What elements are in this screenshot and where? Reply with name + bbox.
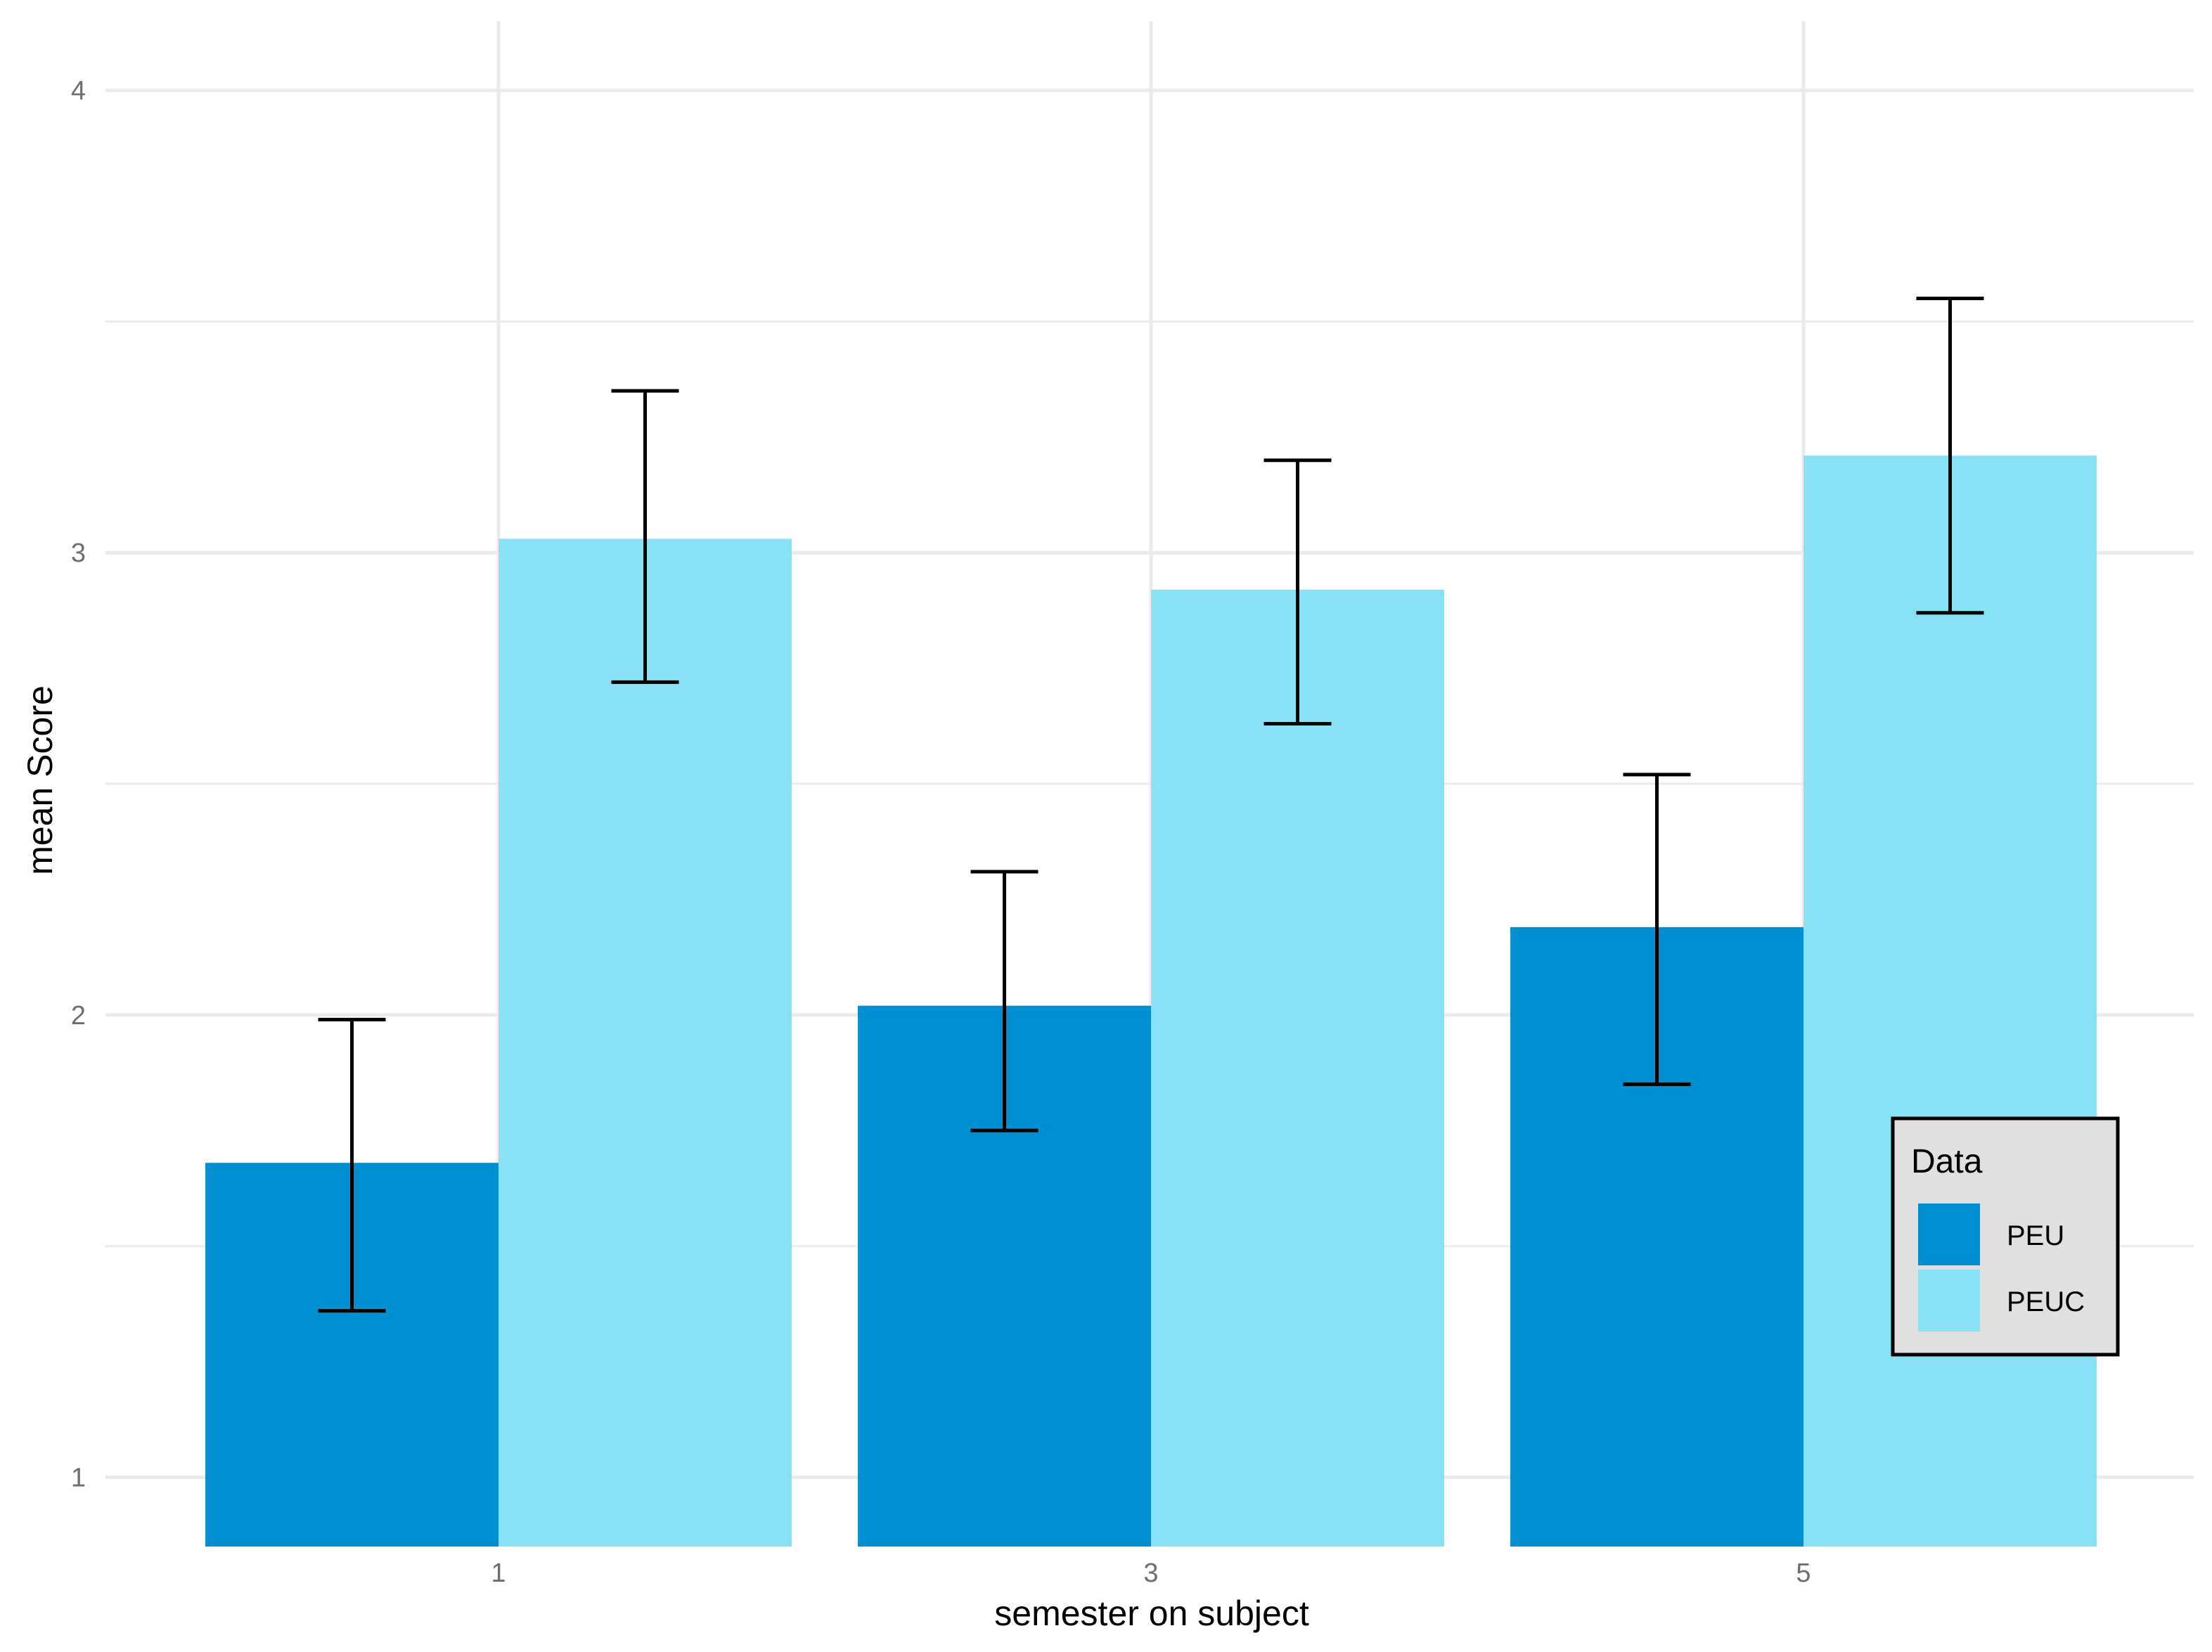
legend-label-peu: PEU [2007,1220,2064,1251]
axis-ticks: 1 2 3 4 1 3 5 [71,77,1811,1588]
bar-peuc [1151,589,1444,1547]
x-axis-title: semester on subject [994,1594,1309,1633]
y-tick-label: 1 [71,1463,86,1492]
legend-label-peuc: PEUC [2007,1286,2085,1317]
y-tick-label: 4 [71,77,86,106]
x-tick-label: 5 [1796,1559,1811,1588]
y-tick-label: 2 [71,1001,86,1031]
bars [205,456,2097,1547]
legend: Data PEU PEUC [1891,1116,2120,1357]
bar-peuc [499,538,792,1547]
bar-peuc [1803,456,2097,1547]
legend-swatch-peuc [1918,1270,1980,1331]
y-axis-title: mean Score [20,685,60,875]
x-tick-label: 3 [1143,1559,1158,1588]
error-bars [318,297,1984,1313]
legend-title: Data [1911,1143,1983,1180]
y-tick-label: 3 [71,538,86,568]
x-tick-label: 1 [491,1559,506,1588]
legend-swatch-peu [1918,1203,1980,1265]
